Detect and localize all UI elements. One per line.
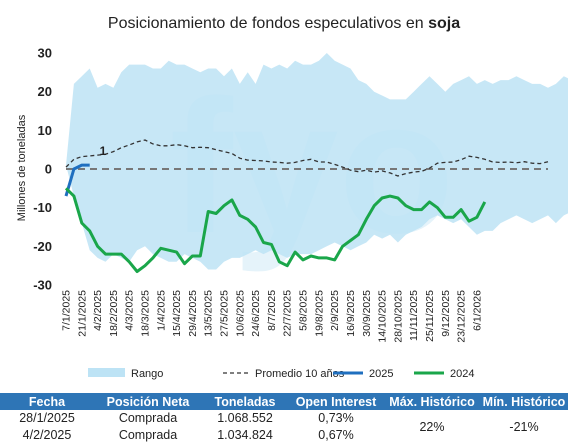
cell-toneladas: 1.068.552 (217, 411, 273, 426)
cell-posicion: Comprada (118, 411, 178, 426)
table-header-row: Fecha Posición Neta Toneladas Open Inter… (0, 393, 568, 410)
x-tick-label: 11/11/2025 (408, 290, 420, 341)
legend-label: 2024 (450, 368, 474, 380)
chart-area: Posicionamiento de fondos especulativos … (16, 15, 568, 380)
x-tick-label: 10/6/2025 (234, 290, 246, 337)
x-tick-label: 18/3/2025 (140, 290, 152, 337)
table-row: 4/2/2025 Comprada 1.034.824 0,67% (0, 427, 568, 443)
legend-label: Rango (131, 368, 163, 380)
y-tick-label: -30 (33, 278, 52, 293)
cell-min-historico: -21% (509, 419, 539, 434)
data-table: Fecha Posición Neta Toneladas Open Inter… (0, 393, 568, 443)
x-tick-label: 24/6/2025 (250, 290, 262, 337)
legend-label: Promedio 10 años (255, 368, 345, 380)
x-tick-label: 4/2/2025 (92, 290, 104, 331)
x-tick-label: 29/4/2025 (187, 290, 199, 337)
x-tick-label: 14/10/2025 (377, 290, 389, 343)
series-line-2024 (64, 187, 487, 273)
x-tick-label: 19/8/2025 (313, 290, 325, 337)
x-tick-label: 13/5/2025 (203, 290, 215, 337)
header-min-historico: Mín. Histórico (480, 393, 568, 410)
table-row: 28/1/2025 Comprada 1.068.552 0,73% 22% -… (0, 410, 568, 433)
x-tick-label: 23/12/2025 (456, 290, 468, 343)
chart-title: Posicionamiento de fondos especulativos … (108, 15, 460, 32)
chart-title-prefix: Posicionamiento de fondos especulativos … (108, 15, 428, 32)
annotation-label: 1 (100, 144, 107, 158)
legend: Rango Promedio 10 años 2025 2024 (88, 368, 474, 380)
x-tick-label: 28/10/2025 (392, 290, 404, 343)
y-tick-label: 30 (38, 46, 52, 61)
x-tick-label: 1/4/2025 (155, 290, 167, 331)
series-line-2025 (64, 163, 90, 197)
x-tick-label: 21/1/2025 (76, 290, 88, 337)
x-tick-label: 6/1/2026 (471, 290, 483, 331)
header-fecha: Fecha (0, 393, 94, 410)
cell-open-interest: 0,67% (318, 427, 354, 442)
header-posicion-neta: Posición Neta (94, 393, 202, 410)
chart-title-bold: soja (428, 15, 460, 32)
cell-fecha: 4/2/2025 (22, 427, 72, 442)
y-tick-label: 0 (45, 162, 52, 177)
x-tick-label: 16/9/2025 (345, 290, 357, 337)
y-tick-labels: 30 20 10 0 -10 -20 -30 (33, 46, 52, 293)
x-tick-label: 2/9/2025 (329, 290, 341, 331)
series-line-promedio (65, 139, 549, 177)
header-max-historico: Máx. Histórico (384, 393, 480, 410)
cell-max-historico: 22% (419, 419, 445, 434)
y-tick-label: -10 (33, 200, 52, 215)
legend-label: 2025 (369, 368, 393, 380)
x-tick-label: 22/7/2025 (282, 290, 294, 337)
series-layer (64, 139, 549, 273)
x-tick-label: 7/1/2025 (61, 290, 73, 331)
x-tick-label: 18/2/2025 (108, 290, 120, 337)
header-toneladas: Toneladas (202, 393, 288, 410)
cell-toneladas: 1.034.824 (217, 427, 273, 442)
chart-svg: Posicionamiento de fondos especulativos … (16, 15, 568, 380)
x-tick-label: 15/4/2025 (171, 290, 183, 337)
y-tick-label: 20 (38, 84, 52, 99)
legend-swatch-rango (88, 368, 125, 377)
x-tick-label: 25/11/2025 (424, 290, 436, 342)
y-tick-label: 10 (38, 123, 52, 138)
x-tick-labels: 7/1/2025 21/1/2025 4/2/2025 18/2/2025 4/3/20… (61, 290, 484, 343)
cell-open-interest: 0,73% (318, 411, 354, 426)
x-tick-label: 8/7/2025 (266, 290, 278, 331)
x-tick-label: 4/3/2025 (124, 290, 136, 331)
y-axis-label: Millones de toneladas (16, 114, 28, 221)
header-open-interest: Open Interest (288, 393, 384, 410)
x-tick-label: 5/8/2025 (298, 290, 310, 331)
x-tick-label: 9/12/2025 (440, 290, 452, 337)
annotation-layer: 1 (100, 144, 107, 158)
cell-fecha: 28/1/2025 (19, 411, 75, 426)
x-tick-label: 27/5/2025 (219, 290, 231, 337)
y-tick-label: -20 (33, 239, 52, 254)
x-tick-label: 30/9/2025 (361, 290, 373, 337)
cell-posicion: Comprada (118, 427, 178, 442)
